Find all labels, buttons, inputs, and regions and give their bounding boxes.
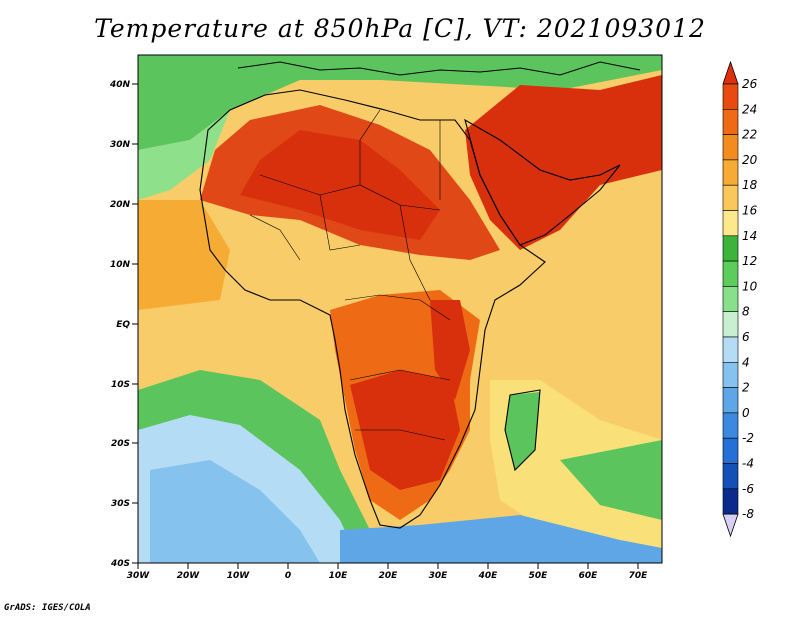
colorbar-bin: [722, 210, 739, 237]
colorbar-label: 0: [742, 406, 750, 420]
colorbar-bin: [722, 488, 739, 515]
lon-label-70e: 70E: [629, 571, 649, 581]
colorbar-bin: [722, 336, 739, 363]
east-africa-hot-zone: [430, 300, 470, 400]
lat-label-40s: 40S: [110, 559, 130, 569]
colorbar-label: 6: [742, 330, 750, 344]
colorbar-label: 18: [742, 178, 758, 192]
colorbar-label: 12: [742, 254, 757, 268]
lon-label-60e: 60E: [579, 571, 599, 581]
colorbar-bin: [722, 361, 739, 388]
colorbar-bin: [722, 184, 739, 211]
lon-label-30w: 30W: [127, 571, 151, 581]
lon-label-0: 0: [285, 571, 291, 581]
colorbar-label: 4: [742, 355, 750, 369]
lon-label-40e: 40E: [478, 571, 499, 581]
lat-label-10s: 10S: [111, 380, 130, 390]
lon-label-20w: 20W: [177, 571, 201, 581]
temperature-map: [138, 55, 662, 563]
lat-label-10n: 10N: [110, 260, 131, 270]
colorbar-label: 2: [742, 381, 750, 395]
colorbar-bin: [722, 109, 739, 135]
colorbar-label: -6: [742, 482, 754, 496]
colorbar-bin: [722, 134, 739, 161]
map-title: Temperature at 850hPa [C], VT: 202109301…: [94, 14, 706, 43]
colorbar-label: 26: [742, 77, 758, 91]
colorbar-label: 22: [742, 128, 757, 142]
colorbar-bin: [722, 437, 739, 464]
indian-ocean-green-zone: [560, 440, 662, 520]
map-frame: [137, 54, 663, 564]
lat-label-20n: 20N: [110, 200, 131, 210]
lon-label-20e: 20E: [379, 571, 399, 581]
arabia-hot-zone: [465, 75, 662, 250]
latitude-axis: 40N 30N 20N 10N EQ 10S 20S 30S 40S: [109, 80, 138, 569]
madagascar-coastline: [504, 389, 541, 472]
colorbar-label: -4: [742, 457, 754, 471]
south-africa-hot-zone: [350, 370, 460, 490]
country-borders: [249, 109, 451, 441]
longitude-axis: 30W 20W 10W 0 10E 20E 30E 40E 50E 60E 70…: [127, 563, 648, 581]
lat-label-40n: 40N: [109, 80, 131, 90]
lon-label-10e: 10E: [329, 571, 349, 581]
europe-coastline: [237, 61, 641, 76]
lat-label-30s: 30S: [111, 499, 130, 509]
colorbar-label: 16: [742, 204, 758, 218]
north-green-zone: [138, 55, 662, 150]
lat-label-eq: EQ: [116, 320, 130, 330]
lon-label-30e: 30E: [429, 571, 449, 581]
lat-label-20s: 20S: [111, 439, 130, 449]
colorbar-bin: [722, 83, 739, 110]
colorbar-bin: [722, 159, 739, 186]
colorbar-bin: [722, 260, 739, 287]
sahara-core-zone: [240, 130, 440, 240]
lon-label-10w: 10W: [227, 571, 251, 581]
arabia-coastline: [464, 118, 621, 246]
madagascar-zone: [505, 392, 540, 470]
colorbar-label: 10: [742, 279, 758, 293]
atlantic-warm-zone: [138, 200, 230, 310]
colorbar-bin: [722, 387, 739, 414]
africa-coastline: [199, 89, 546, 529]
colorbar-bin: [722, 235, 739, 262]
colorbar-label: 24: [742, 102, 757, 116]
colorbar-label: -2: [742, 431, 754, 445]
colorbar-label: 14: [742, 229, 757, 243]
colorbar-bin: [722, 463, 739, 490]
southern-ocean-cold-zone: [340, 515, 662, 563]
colorbar-label: -8: [742, 507, 754, 521]
lat-label-30n: 30N: [110, 140, 131, 150]
colorbar-bin: [722, 311, 739, 338]
colorbar-bin: [722, 412, 739, 439]
colorbar-above-triangle: [722, 60, 739, 85]
south-atlantic-cold-zone: [150, 460, 320, 563]
colorbar-bin: [722, 286, 739, 312]
lon-label-50e: 50E: [529, 571, 549, 581]
colorbar-label: 8: [742, 305, 750, 319]
credit-label: GrADS: IGES/COLA: [4, 603, 91, 613]
atlantic-green-zone: [138, 110, 230, 200]
colorbar-label: 20: [742, 153, 758, 167]
colorbar-below-triangle: [722, 513, 739, 538]
